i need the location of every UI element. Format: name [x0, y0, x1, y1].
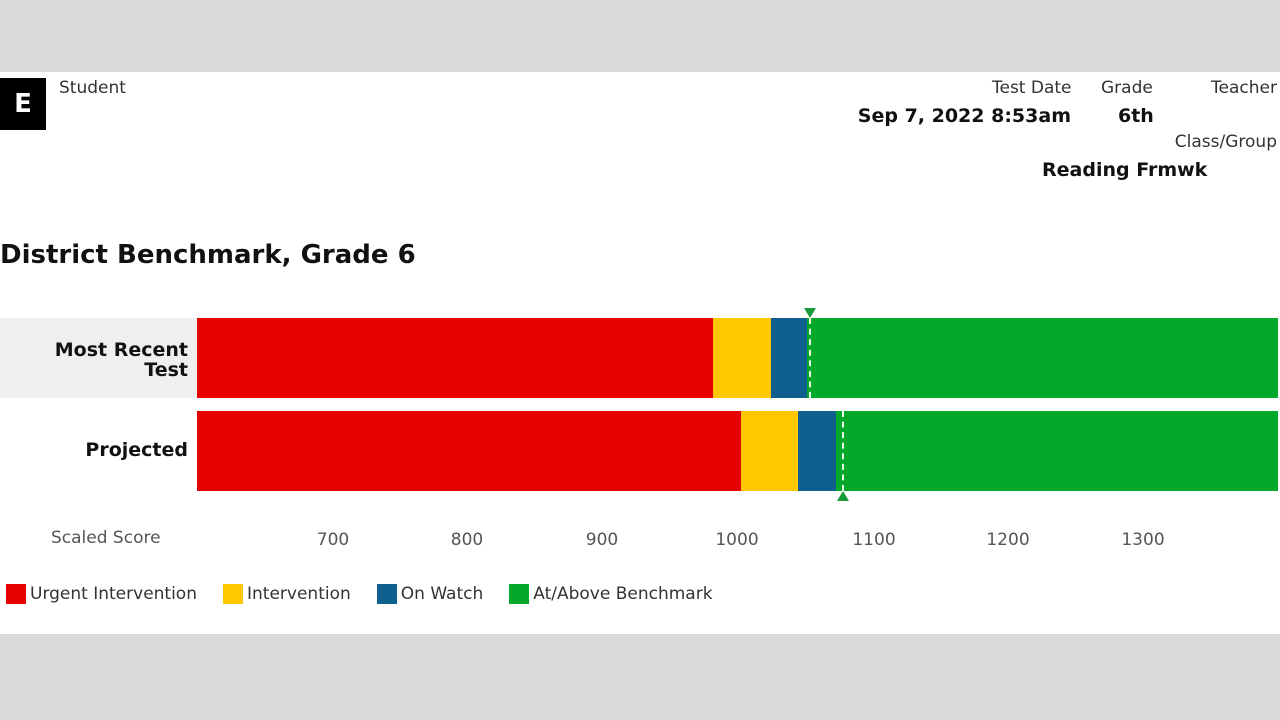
row-label-most-recent: Most Recent Test — [55, 340, 188, 380]
legend-item-urgent-intervention: Urgent Intervention — [6, 584, 197, 604]
row-label-background — [0, 318, 197, 398]
grade-label: Grade — [1101, 78, 1153, 98]
legend-label: On Watch — [400, 584, 484, 604]
row-label-line2: Test — [144, 359, 188, 381]
legend: Urgent Intervention Intervention On Watc… — [6, 584, 739, 604]
legend-label: At/Above Benchmark — [533, 584, 713, 604]
x-tick: 800 — [450, 530, 484, 550]
legend-label: Intervention — [247, 584, 351, 604]
x-tick: 1200 — [986, 530, 1030, 550]
score-marker-line — [809, 318, 811, 398]
legend-swatch — [376, 584, 397, 604]
x-tick: 900 — [585, 530, 619, 550]
row-label-line1: Most Recent — [54, 339, 188, 361]
row-label-projected: Projected — [85, 440, 188, 460]
bar-projected — [197, 411, 1278, 491]
segment-at-above-benchmark[interactable] — [836, 411, 1278, 491]
student-label: Student — [59, 78, 126, 98]
legend-item-intervention: Intervention — [223, 584, 351, 604]
segment-on-watch[interactable] — [771, 318, 807, 398]
legend-swatch — [223, 584, 243, 604]
logo-badge: E — [0, 78, 46, 130]
grade-value: 6th — [1118, 105, 1154, 127]
segment-urgent-intervention[interactable] — [197, 318, 713, 398]
x-tick: 1100 — [852, 530, 896, 550]
bar-most-recent-test — [197, 318, 1278, 398]
test-date-value: Sep 7, 2022 8:53am — [857, 105, 1071, 127]
projected-marker-line — [842, 411, 844, 491]
class-group-label: Class/Group — [1174, 132, 1277, 152]
x-tick: 700 — [316, 530, 350, 550]
x-tick: 1000 — [715, 530, 759, 550]
row-label-line1: Projected — [85, 439, 188, 461]
score-marker-down-triangle-icon — [804, 308, 816, 318]
report-page: E Student Test Date Sep 7, 2022 8:53am G… — [0, 72, 1280, 634]
test-date-label: Test Date — [992, 78, 1072, 98]
legend-swatch — [6, 584, 26, 604]
segment-at-above-benchmark[interactable] — [807, 318, 1278, 398]
legend-label: Urgent Intervention — [30, 584, 197, 604]
axis-title: Scaled Score — [51, 528, 161, 548]
segment-urgent-intervention[interactable] — [197, 411, 741, 491]
segment-intervention[interactable] — [741, 411, 798, 491]
x-tick: 1300 — [1121, 530, 1165, 550]
legend-item-at-above-benchmark: At/Above Benchmark — [509, 584, 713, 604]
teacher-label: Teacher — [1211, 78, 1277, 98]
segment-on-watch[interactable] — [798, 411, 836, 491]
chart-title: District Benchmark, Grade 6 — [0, 240, 416, 270]
projected-marker-up-triangle-icon — [837, 491, 849, 501]
segment-intervention[interactable] — [713, 318, 771, 398]
legend-item-on-watch: On Watch — [376, 584, 484, 604]
legend-swatch — [509, 584, 530, 604]
class-group-value: Reading Frmwk — [1042, 159, 1208, 181]
